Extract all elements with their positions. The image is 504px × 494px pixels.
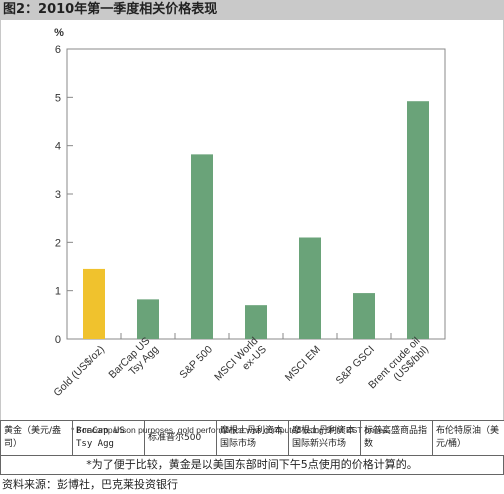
translation-cell: 摩根士丹利资本国际市场 (216, 420, 289, 456)
bar (245, 305, 267, 339)
table-row: 黄金（美元/盎司） BraCap US Tsy Agg 标准普尔500 摩根士丹… (0, 420, 504, 456)
translation-cell: 黄金（美元/盎司） (0, 420, 73, 456)
x-tick-label-line: Gold (US$/oz) (51, 343, 107, 399)
translation-cell: 标普高盛商品指数 (360, 420, 433, 456)
chart-area: 0 1 2 3 4 5 6 % Gold (US$/oz) BarCap US Tsy Agg S… (0, 20, 504, 435)
source-note: 资料来源：彭博社，巴克莱投资银行 (2, 478, 178, 491)
y-tick-label: 0 (55, 334, 61, 346)
y-tick-label: 1 (55, 286, 61, 298)
y-axis-label: % (54, 27, 64, 39)
translation-table: 黄金（美元/盎司） BraCap US Tsy Agg 标准普尔500 摩根士丹… (0, 420, 504, 456)
y-tick-label: 6 (55, 44, 61, 56)
y-axis: 0 1 2 3 4 5 6 (55, 44, 73, 346)
bar (191, 154, 213, 339)
y-tick-label: 3 (55, 189, 61, 201)
bar (407, 101, 429, 339)
bar (353, 293, 375, 339)
y-tick-label: 5 (55, 92, 61, 104)
plot-frame (66, 48, 446, 340)
bar (83, 268, 105, 339)
translation-cell: 布伦特原油（美元/桶） (432, 420, 504, 456)
x-tick-label-line: S&P 500 (177, 343, 215, 381)
y-tick-label: 4 (55, 141, 61, 153)
translation-cell: BraCap US Tsy Agg (72, 420, 145, 456)
footnote-chinese: *为了便于比较，黄金是以美国东部时间下午5点使用的价格计算的。 (0, 456, 504, 475)
x-tick-label: Gold (US$/oz) (51, 343, 107, 399)
bar (137, 299, 159, 339)
x-tick-label: S&P 500 (177, 343, 215, 381)
bars (83, 101, 429, 339)
x-tick-label: MSCI EM (283, 343, 323, 383)
x-tick-label-line: MSCI EM (283, 343, 323, 383)
x-tick-label: Brent crude oil(US$/bbl) (366, 335, 431, 391)
y-tick-label: 2 (55, 237, 61, 249)
figure-title: 图2：2010年第一季度相关价格表现 (0, 0, 504, 20)
translation-cell: 标准普尔500 (144, 420, 217, 456)
translation-cell: 摩根士丹利资本国际新兴市场 (288, 420, 361, 456)
bar (299, 237, 321, 339)
